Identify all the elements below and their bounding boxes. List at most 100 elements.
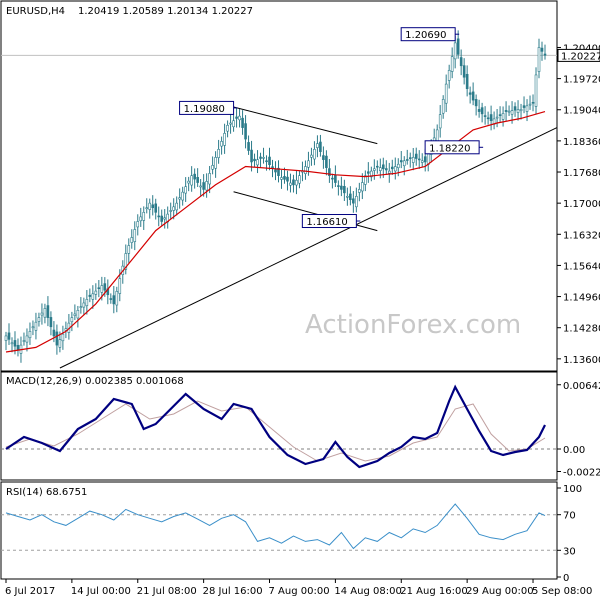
candle-body (205, 181, 208, 191)
rsi-lines (1, 503, 557, 551)
candle-body (181, 191, 184, 201)
candle-body (340, 185, 343, 190)
candle-body (154, 203, 158, 213)
candle-body (471, 91, 475, 101)
candle-body (13, 340, 17, 347)
rsi-axis: 100 70 30 0 (557, 484, 582, 584)
candle-body (399, 160, 403, 163)
time-tick-label: 7 Aug 00:00 (269, 586, 330, 597)
candle-body (199, 185, 202, 188)
candle-body (160, 215, 164, 222)
candle-body (420, 160, 424, 163)
price-tick-label: 1.17000 (563, 199, 600, 210)
candle-body (501, 113, 505, 120)
candle-body (331, 177, 334, 180)
candle-body (474, 99, 478, 107)
candle-body (82, 302, 86, 308)
candle-body (55, 331, 59, 346)
candle-body (405, 159, 409, 161)
candle-body (247, 142, 250, 151)
candle-body (537, 47, 541, 72)
candle-body (85, 299, 89, 307)
candle-body (64, 328, 68, 331)
candle-body (16, 345, 20, 350)
candle-body (307, 160, 310, 168)
candle-body (187, 180, 190, 184)
candle-body (534, 74, 538, 107)
candle-body (277, 167, 280, 176)
candle-body (384, 168, 388, 171)
candle-body (226, 125, 229, 132)
time-tick-label: 21 Aug 16:00 (400, 586, 467, 597)
candle-body (411, 157, 415, 163)
price-tick-label: 1.19720 (563, 75, 600, 86)
candle-body (259, 156, 262, 159)
candle-body (157, 215, 161, 218)
candle-body (139, 216, 143, 222)
macd-panel (0, 371, 558, 481)
macd-signal-line (5, 400, 546, 462)
candle-body (130, 237, 134, 243)
candle-body (480, 107, 484, 115)
candle-body (528, 103, 532, 106)
candle-body (438, 114, 442, 129)
macd-tick-label: -0.002251 (563, 468, 600, 479)
candle-body (462, 65, 466, 78)
price-tick-label: 1.14960 (563, 293, 600, 304)
candle-body (498, 114, 502, 116)
candle-body (346, 195, 349, 198)
trend-line (59, 127, 558, 369)
time-axis: 6 Jul 2017 14 Jul 00:00 21 Jul 08:00 28 Jul… (5, 579, 592, 597)
candle-body (268, 156, 271, 165)
candle-body (25, 335, 29, 343)
time-tick-label: 28 Jul 16:00 (203, 586, 263, 597)
candle-body (94, 290, 98, 295)
candle-body (4, 335, 8, 341)
symbol-label: EURUSD,H4 (6, 6, 65, 17)
rsi-tick-label: 0 (563, 573, 569, 584)
candle-body (489, 114, 493, 122)
candle-body (118, 278, 122, 294)
candle-body (310, 154, 313, 158)
candle-body (193, 173, 196, 180)
time-tick-label: 6 Jul 2017 (5, 586, 55, 597)
candle-body (133, 229, 137, 242)
price-tick-label: 1.18360 (563, 137, 600, 148)
price-annotation-label: 1.18220 (429, 143, 470, 154)
candle-body (355, 195, 358, 208)
candle-body (217, 149, 220, 158)
candle-body (136, 221, 140, 228)
candle-body (172, 206, 175, 211)
candle-body (483, 115, 487, 117)
candle-body (456, 38, 460, 55)
candle-body (292, 179, 295, 186)
candle-body (435, 129, 439, 143)
price-annotation-label: 1.20690 (405, 30, 446, 41)
candle-body (196, 177, 199, 183)
ma-line (5, 111, 546, 353)
candle-body (525, 105, 529, 112)
candle-body (361, 182, 364, 192)
price-tick-label: 1.14280 (563, 324, 600, 335)
candle-body (46, 305, 50, 318)
candle-body (241, 117, 244, 128)
candle-body (145, 207, 149, 210)
rsi-panel (0, 481, 558, 580)
price-tick-label: 1.19040 (563, 106, 600, 117)
ohlc-label: 1.20419 1.20589 1.20134 1.20227 (78, 6, 253, 17)
candle-body (91, 293, 95, 300)
candle-body (510, 110, 514, 115)
time-tick-label: 29 Aug 00:00 (466, 586, 533, 597)
rsi-line (5, 503, 546, 550)
candle-body (381, 164, 385, 170)
candle-body (376, 165, 379, 168)
rsi-tick-label: 100 (563, 484, 582, 495)
candle-body (358, 189, 361, 193)
candle-body (265, 160, 268, 163)
candle-body (486, 117, 490, 120)
candle-body (408, 157, 412, 159)
candle-body (175, 202, 178, 211)
candle-body (256, 159, 259, 166)
candle-body (43, 308, 47, 318)
